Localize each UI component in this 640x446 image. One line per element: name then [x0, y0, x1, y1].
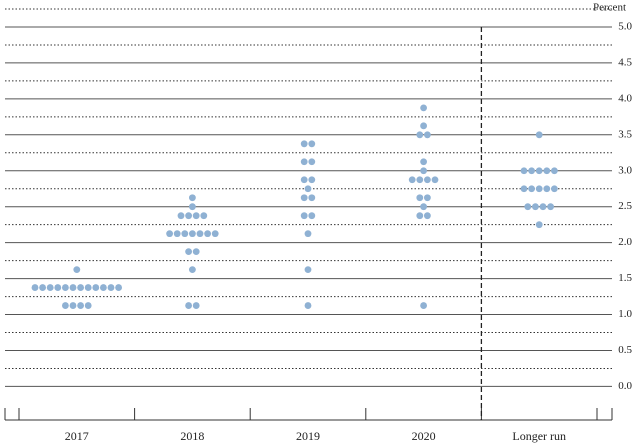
dot: [177, 212, 185, 220]
dot: [408, 176, 416, 184]
dot: [200, 212, 208, 220]
dot: [300, 158, 308, 166]
dot: [46, 284, 54, 291]
dot: [73, 266, 81, 274]
dot: [192, 302, 200, 309]
dot: [416, 131, 424, 139]
dot: [304, 185, 312, 193]
dot: [107, 284, 115, 291]
dot: [416, 176, 424, 184]
dot: [532, 203, 539, 211]
dot: [62, 284, 69, 291]
dot: [539, 203, 547, 211]
dot: [308, 176, 316, 184]
dot: [543, 185, 551, 193]
dot: [189, 203, 196, 211]
dot: [31, 284, 39, 291]
dot: [424, 212, 431, 220]
dot: [308, 158, 316, 166]
y-tick-label: 0.5: [618, 344, 632, 356]
dot: [181, 230, 189, 238]
dot: [524, 203, 532, 211]
y-tick-label: 2.5: [618, 200, 632, 212]
dot: [308, 140, 316, 148]
dot: [189, 194, 196, 202]
dot: [420, 203, 427, 211]
dot: [54, 284, 62, 291]
dot: [551, 167, 558, 175]
dot: [300, 194, 308, 202]
dot: [166, 230, 174, 238]
x-tick-label: 2017: [65, 429, 89, 443]
dot: [69, 284, 77, 291]
y-tick-label: 5.0: [618, 21, 632, 33]
dot: [39, 284, 46, 291]
y-tick-label: 4.0: [618, 92, 632, 104]
x-tick-label: 2018: [180, 429, 204, 443]
dot: [535, 167, 543, 175]
dot: [416, 194, 424, 202]
dot: [192, 248, 200, 256]
dot: [62, 302, 69, 309]
y-tick-label: 3.5: [618, 128, 632, 140]
dot: [300, 140, 308, 148]
dot: [304, 302, 312, 309]
y-tick-label: 1.0: [618, 308, 632, 320]
dot: [528, 167, 535, 175]
y-tick-label: 4.5: [618, 56, 632, 68]
dot: [115, 284, 122, 291]
y-tick-label: 3.0: [618, 164, 632, 176]
dot: [420, 158, 427, 166]
dot: [300, 176, 308, 184]
dot: [420, 122, 427, 130]
dot: [196, 230, 204, 238]
dot: [551, 185, 558, 193]
dot: [304, 266, 312, 274]
x-tick-label: 2020: [412, 429, 436, 443]
dot: [520, 185, 528, 193]
dot: [84, 284, 92, 291]
dot: [308, 194, 316, 202]
dot: [173, 230, 181, 238]
dot: [100, 284, 107, 291]
dot: [69, 302, 77, 309]
dot: [543, 167, 551, 175]
dot: [192, 212, 200, 220]
dot: [420, 104, 427, 112]
dot: [189, 266, 196, 274]
dot: [416, 212, 424, 220]
dot: [304, 230, 312, 238]
dot: [431, 176, 439, 184]
dot: [420, 167, 427, 175]
dot: [535, 221, 543, 229]
dot: [300, 212, 308, 220]
dot: [185, 212, 193, 220]
dot: [204, 230, 212, 238]
dot: [308, 212, 316, 220]
y-axis-label: Percent: [593, 2, 626, 14]
dot: [77, 302, 84, 309]
dot: [528, 185, 535, 193]
dot: [520, 167, 528, 175]
dot: [535, 131, 543, 139]
x-tick-label: 2019: [296, 429, 320, 443]
dot: [211, 230, 219, 238]
dot: [77, 284, 84, 291]
dot: [547, 203, 554, 211]
x-tick-label: Longer run: [512, 429, 566, 443]
dot: [84, 302, 92, 309]
dot: [535, 185, 543, 193]
dot: [420, 302, 427, 309]
dot: [424, 176, 431, 184]
dot: [424, 131, 431, 139]
dot: [92, 284, 100, 291]
y-tick-label: 0.0: [618, 380, 632, 392]
dot: [185, 302, 193, 309]
dot: [424, 194, 431, 202]
y-tick-label: 2.0: [618, 236, 632, 248]
dot: [189, 230, 196, 238]
y-tick-label: 1.5: [618, 272, 632, 284]
dot: [185, 248, 193, 256]
